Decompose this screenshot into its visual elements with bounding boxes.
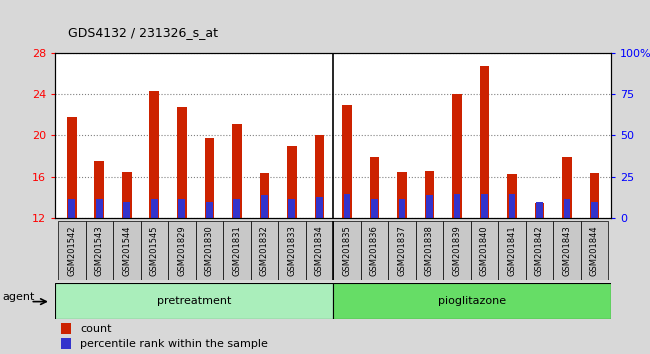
Text: GDS4132 / 231326_s_at: GDS4132 / 231326_s_at: [68, 26, 218, 39]
Bar: [562, 157, 572, 218]
FancyBboxPatch shape: [333, 221, 361, 280]
Bar: [259, 173, 269, 218]
Text: GSM201830: GSM201830: [205, 225, 214, 276]
Bar: [68, 199, 75, 218]
FancyBboxPatch shape: [306, 221, 333, 280]
FancyBboxPatch shape: [443, 221, 471, 280]
Text: GSM201542: GSM201542: [67, 225, 76, 276]
Bar: [452, 94, 462, 218]
Bar: [233, 199, 240, 218]
Bar: [371, 199, 378, 218]
Text: GSM201544: GSM201544: [122, 225, 131, 276]
Bar: [454, 194, 460, 218]
Bar: [67, 117, 77, 218]
FancyBboxPatch shape: [113, 221, 140, 280]
Text: GSM201841: GSM201841: [508, 225, 517, 276]
FancyBboxPatch shape: [333, 283, 611, 319]
Text: pioglitazone: pioglitazone: [438, 296, 506, 306]
Text: GSM201831: GSM201831: [232, 225, 241, 276]
Bar: [507, 175, 517, 218]
FancyBboxPatch shape: [526, 221, 553, 280]
FancyBboxPatch shape: [388, 221, 415, 280]
Bar: [508, 194, 515, 218]
Bar: [343, 194, 350, 218]
Text: GSM201543: GSM201543: [95, 225, 104, 276]
Bar: [122, 172, 131, 218]
Text: agent: agent: [3, 292, 35, 302]
Bar: [316, 197, 323, 218]
Bar: [370, 157, 379, 218]
Bar: [535, 203, 544, 218]
Bar: [536, 202, 543, 218]
FancyBboxPatch shape: [140, 221, 168, 280]
FancyBboxPatch shape: [223, 221, 251, 280]
Bar: [481, 194, 488, 218]
Bar: [342, 104, 352, 218]
Bar: [124, 202, 130, 218]
Text: GSM201834: GSM201834: [315, 225, 324, 276]
Bar: [96, 199, 103, 218]
Bar: [61, 338, 71, 349]
Bar: [150, 91, 159, 218]
Bar: [177, 107, 187, 218]
FancyBboxPatch shape: [278, 221, 306, 280]
Bar: [261, 195, 268, 218]
FancyBboxPatch shape: [498, 221, 526, 280]
Bar: [289, 199, 295, 218]
Bar: [232, 124, 242, 218]
FancyBboxPatch shape: [471, 221, 498, 280]
Text: GSM201842: GSM201842: [535, 225, 544, 276]
Text: percentile rank within the sample: percentile rank within the sample: [80, 339, 268, 349]
Text: GSM201843: GSM201843: [562, 225, 571, 276]
Bar: [590, 173, 599, 218]
FancyBboxPatch shape: [168, 221, 196, 280]
Text: GSM201833: GSM201833: [287, 225, 296, 276]
Bar: [480, 67, 489, 218]
Text: count: count: [80, 324, 112, 334]
Bar: [287, 146, 296, 218]
FancyBboxPatch shape: [553, 221, 580, 280]
FancyBboxPatch shape: [86, 221, 113, 280]
FancyBboxPatch shape: [580, 221, 608, 280]
Bar: [179, 199, 185, 218]
Text: GSM201844: GSM201844: [590, 225, 599, 276]
Bar: [205, 138, 214, 218]
Bar: [206, 202, 213, 218]
FancyBboxPatch shape: [251, 221, 278, 280]
Bar: [424, 171, 434, 218]
Text: GSM201839: GSM201839: [452, 225, 462, 276]
Bar: [564, 199, 570, 218]
FancyBboxPatch shape: [58, 221, 86, 280]
FancyBboxPatch shape: [415, 221, 443, 280]
Text: GSM201837: GSM201837: [397, 225, 406, 276]
Text: GSM201838: GSM201838: [425, 225, 434, 276]
Bar: [94, 161, 104, 218]
Text: GSM201836: GSM201836: [370, 225, 379, 276]
Text: GSM201545: GSM201545: [150, 225, 159, 276]
FancyBboxPatch shape: [196, 221, 223, 280]
Bar: [397, 172, 407, 218]
Bar: [426, 195, 433, 218]
Bar: [315, 135, 324, 218]
Text: GSM201840: GSM201840: [480, 225, 489, 276]
Bar: [151, 199, 158, 218]
Text: GSM201835: GSM201835: [343, 225, 352, 276]
FancyBboxPatch shape: [55, 283, 333, 319]
Bar: [591, 202, 598, 218]
FancyBboxPatch shape: [361, 221, 388, 280]
Text: pretreatment: pretreatment: [157, 296, 231, 306]
Text: GSM201832: GSM201832: [260, 225, 269, 276]
Bar: [61, 324, 71, 334]
Text: GSM201829: GSM201829: [177, 225, 187, 276]
Bar: [398, 199, 406, 218]
